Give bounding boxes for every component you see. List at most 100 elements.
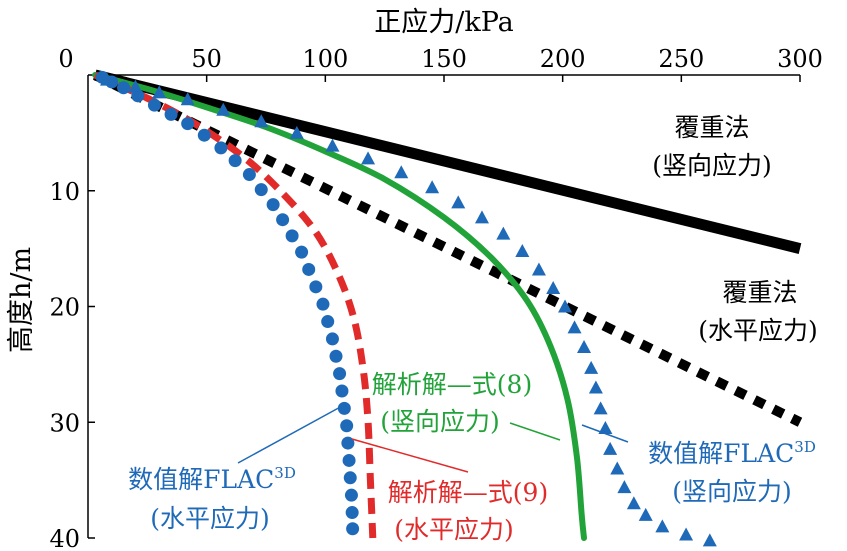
circle-marker [214,141,228,155]
y-tick-label: 20 [49,294,80,322]
flac3d-horizontal-label: 数值解FLAC3D [128,464,296,494]
y-tick-label: 30 [49,409,80,437]
triangle-marker [655,519,670,533]
flac3d-horizontal-series [95,70,360,536]
circle-marker [164,107,178,121]
flac3d-vertical-series [99,72,717,547]
overburden-vertical-sublabel: (竖向应力) [652,151,772,180]
triangle-marker [325,138,340,152]
triangle-marker [515,243,530,257]
circle-marker [345,506,359,520]
x-tick-label: 100 [302,45,348,73]
analytical-eq9-label: 解析解—式(9) [388,478,548,507]
circle-marker [321,315,335,329]
triangle-marker [289,125,304,139]
triangle-marker [626,496,641,510]
circle-marker [333,367,347,381]
triangle-marker [679,527,694,541]
circle-marker [325,332,339,346]
x-tick-label: 300 [777,45,823,73]
circle-marker [302,262,316,276]
series-labels: 覆重法 (竖向应力) 覆重法 (水平应力) 解析解—式(8) (竖向应力) 解析解—式(9)… [128,113,818,544]
triangle-marker [425,180,440,194]
flac3d-vertical-leader-line [581,424,629,443]
circle-marker [197,128,211,142]
triangle-marker [610,461,625,475]
circle-marker [295,245,309,259]
flac3d-horizontal-sublabel: (水平应力) [150,504,270,533]
flac3d-vertical-label-sup: 3D [794,438,816,456]
x-ticks: 0 50 100 150 200 250 300 [58,45,823,82]
overburden-vertical-series [93,69,802,254]
circle-marker [131,89,145,103]
y-tick-label: 40 [49,525,80,551]
circle-marker [285,229,299,243]
x-axis-title: 正应力/kPa [374,7,514,38]
flac3d-horizontal-label-sup: 3D [274,464,296,482]
axes: 0 50 100 150 200 250 300 10 20 30 40 [49,45,822,551]
analytical-eq8-sublabel: (竖向应力) [380,407,500,436]
analytical-eq8-vertical-series [92,72,587,541]
circle-marker [309,280,323,294]
triangle-marker [394,165,409,179]
flac3d-vertical-label-main: 数值解FLAC [648,439,794,468]
circle-marker [316,297,330,311]
triangle-marker [588,380,603,394]
triangle-marker [577,340,592,354]
circle-marker [105,75,119,89]
triangle-marker [546,280,561,294]
triangle-marker [474,210,489,224]
triangle-marker [128,79,143,93]
series-layer [92,69,803,547]
circle-marker [181,117,195,131]
triangle-marker [152,85,167,99]
circle-marker [276,213,290,227]
triangle-marker [451,195,466,209]
triangle-marker [361,151,376,165]
triangle-marker [617,480,632,494]
triangle-marker [216,102,231,116]
triangle-marker [584,360,599,374]
circle-marker [335,384,349,398]
triangle-marker [598,421,613,435]
circle-marker [344,488,358,502]
circle-marker [346,522,360,536]
triangle-marker [567,320,582,334]
circle-marker [329,349,343,363]
x-tick-label: 200 [540,45,586,73]
circle-marker [340,419,354,433]
triangle-marker [531,262,546,276]
x-tick-label: 150 [421,45,467,73]
circle-marker [337,401,351,415]
circle-marker [266,198,280,212]
circle-marker [147,98,161,112]
analytical-eq8-leader-line [509,422,561,441]
y-axis-title: 高度h/m [6,247,37,353]
overburden-horizontal-label: 覆重法 [722,278,797,307]
flac3d-horizontal-label-main: 数值解FLAC [128,465,274,494]
flac3d-vertical-label: 数值解FLAC3D [648,438,816,468]
circle-marker [228,154,242,168]
circle-marker [341,436,355,450]
triangle-marker [180,92,195,106]
triangle-marker [593,401,608,415]
analytical-eq9-leader-line [351,438,469,473]
x-tick-label: 250 [658,45,704,73]
circle-marker [117,81,131,95]
triangle-marker [254,114,269,128]
triangle-marker [638,507,653,521]
overburden-horizontal-sublabel: (水平应力) [698,316,818,345]
y-ticks: 10 20 30 40 [49,178,95,551]
y-tick-label: 10 [49,178,80,206]
overburden-vertical-label: 覆重法 [674,113,749,142]
triangle-marker [496,226,511,240]
triangle-marker [603,441,618,455]
circle-marker [343,471,357,485]
circle-marker [254,183,268,197]
x-tick-label: 0 [58,45,73,73]
circle-marker [242,168,256,182]
triangle-marker [702,533,717,547]
flac3d-horizontal-leader-line [237,404,345,464]
triangle-marker [558,299,573,313]
